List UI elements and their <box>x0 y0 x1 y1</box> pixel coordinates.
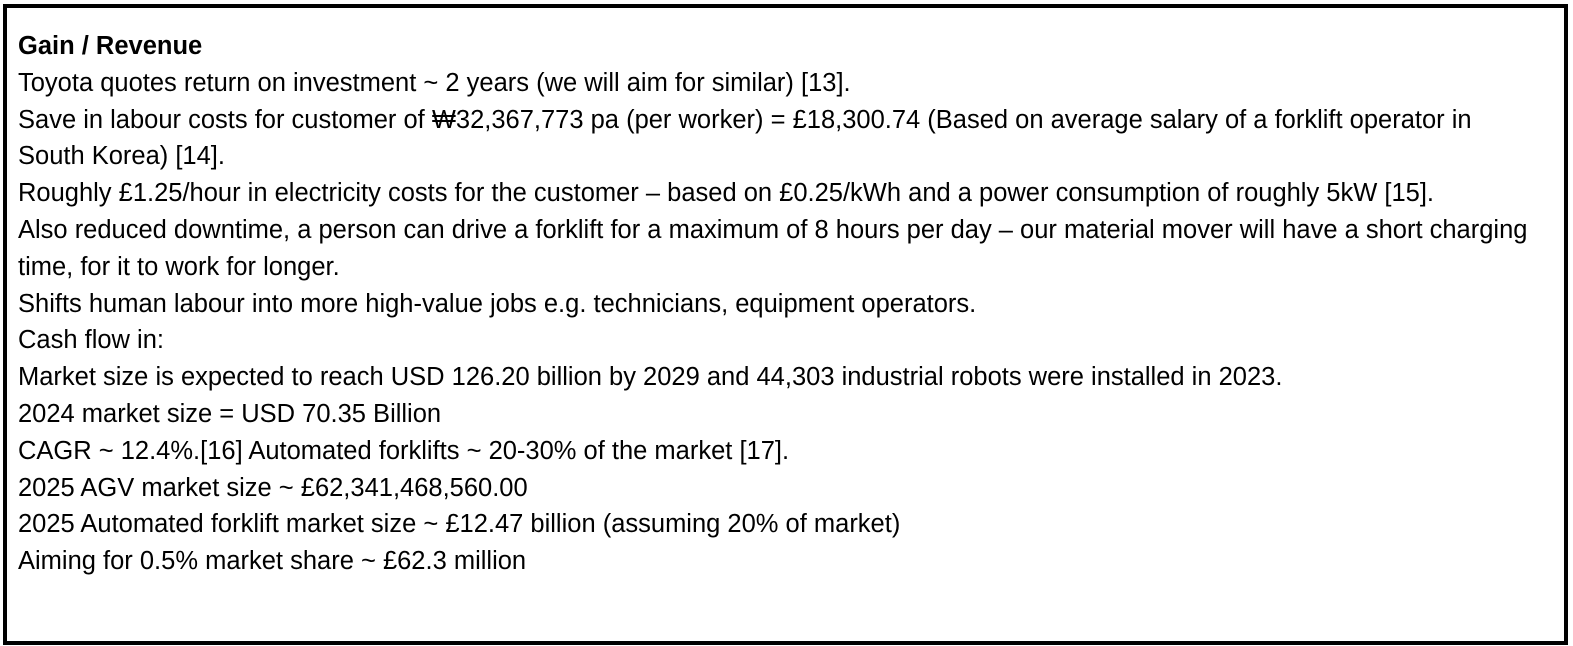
paragraph-labour-savings: Save in labour costs for customer of ₩32… <box>18 105 1472 171</box>
paragraph-agv-market-2025: 2025 AGV market size ~ £62,341,468,560.0… <box>18 473 528 502</box>
paragraph-electricity-costs: Roughly £1.25/hour in electricity costs … <box>18 179 1435 208</box>
paragraph-cagr: CAGR ~ 12.4%.[16] Automated forklifts ~ … <box>18 436 790 465</box>
paragraph-market-share: Aiming for 0.5% market share ~ £62.3 mil… <box>18 547 527 576</box>
paragraph-forklift-market-2025: 2025 Automated forklift market size ~ £1… <box>18 510 901 539</box>
paragraph-labour-shift: Shifts human labour into more high-value… <box>18 289 977 318</box>
paragraph-market-size-2024: 2024 market size = USD 70.35 Billion <box>18 399 442 428</box>
paragraph-market-size-2029: Market size is expected to reach USD 126… <box>18 363 1283 392</box>
section-heading: Gain / Revenue <box>18 32 203 60</box>
paragraph-downtime: Also reduced downtime, a person can driv… <box>18 215 1528 281</box>
paragraph-cash-flow: Cash flow in: <box>18 326 164 355</box>
document-content: Gain / Revenue Toyota quotes return on i… <box>18 28 1540 580</box>
document-box: Gain / Revenue Toyota quotes return on i… <box>3 4 1568 645</box>
paragraph-roi: Toyota quotes return on investment ~ 2 y… <box>18 68 851 97</box>
